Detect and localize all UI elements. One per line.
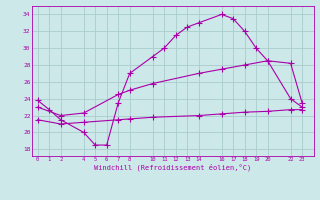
X-axis label: Windchill (Refroidissement éolien,°C): Windchill (Refroidissement éolien,°C) [94,164,252,171]
